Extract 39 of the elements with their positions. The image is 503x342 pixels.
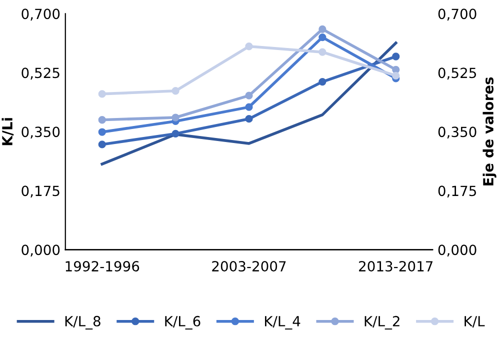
point: [98, 128, 106, 136]
point: [98, 116, 106, 124]
y2-axis-title: Eje de valores: [482, 77, 496, 186]
point: [392, 66, 400, 74]
point: [318, 33, 326, 42]
point: [172, 87, 180, 95]
y2-tick-label: 0,525: [438, 68, 476, 80]
point: [392, 72, 400, 80]
legend-label: K/L_4: [265, 316, 300, 330]
x-tick-label: 2013-2017: [359, 261, 433, 272]
legend-label: K/L_8: [65, 316, 100, 330]
y2-tick-label: 0,000: [438, 244, 476, 257]
y-tick-label: 0,000: [22, 244, 60, 257]
y2-tick-label: 0,175: [438, 186, 476, 198]
point: [245, 42, 253, 50]
point: [98, 140, 106, 148]
line-series: [100, 42, 398, 166]
point: [245, 92, 253, 100]
y-tick-label: 0,700: [22, 8, 60, 21]
point: [172, 114, 180, 122]
point: [172, 130, 180, 138]
y-axis-title: K/Li: [2, 118, 14, 146]
legend-label: K/L: [464, 316, 485, 328]
y2-tick-label: 0,350: [438, 126, 476, 139]
y-tick-label: 0,175: [22, 186, 60, 198]
legend-label: K/L_2: [364, 316, 400, 330]
point: [245, 115, 253, 123]
point: [245, 103, 253, 111]
point: [318, 25, 326, 34]
point: [318, 78, 326, 86]
point: [318, 48, 326, 56]
point: [98, 90, 106, 98]
y-tick-label: 0,350: [22, 126, 60, 139]
x-tick-label: 1992-1996: [66, 261, 140, 272]
legend-label: K/L_6: [165, 316, 200, 330]
y-tick-label: 0,525: [22, 68, 60, 80]
y2-tick-label: 0,700: [438, 8, 476, 21]
point: [392, 52, 400, 60]
x-tick-label: 2003-2007: [212, 261, 286, 272]
